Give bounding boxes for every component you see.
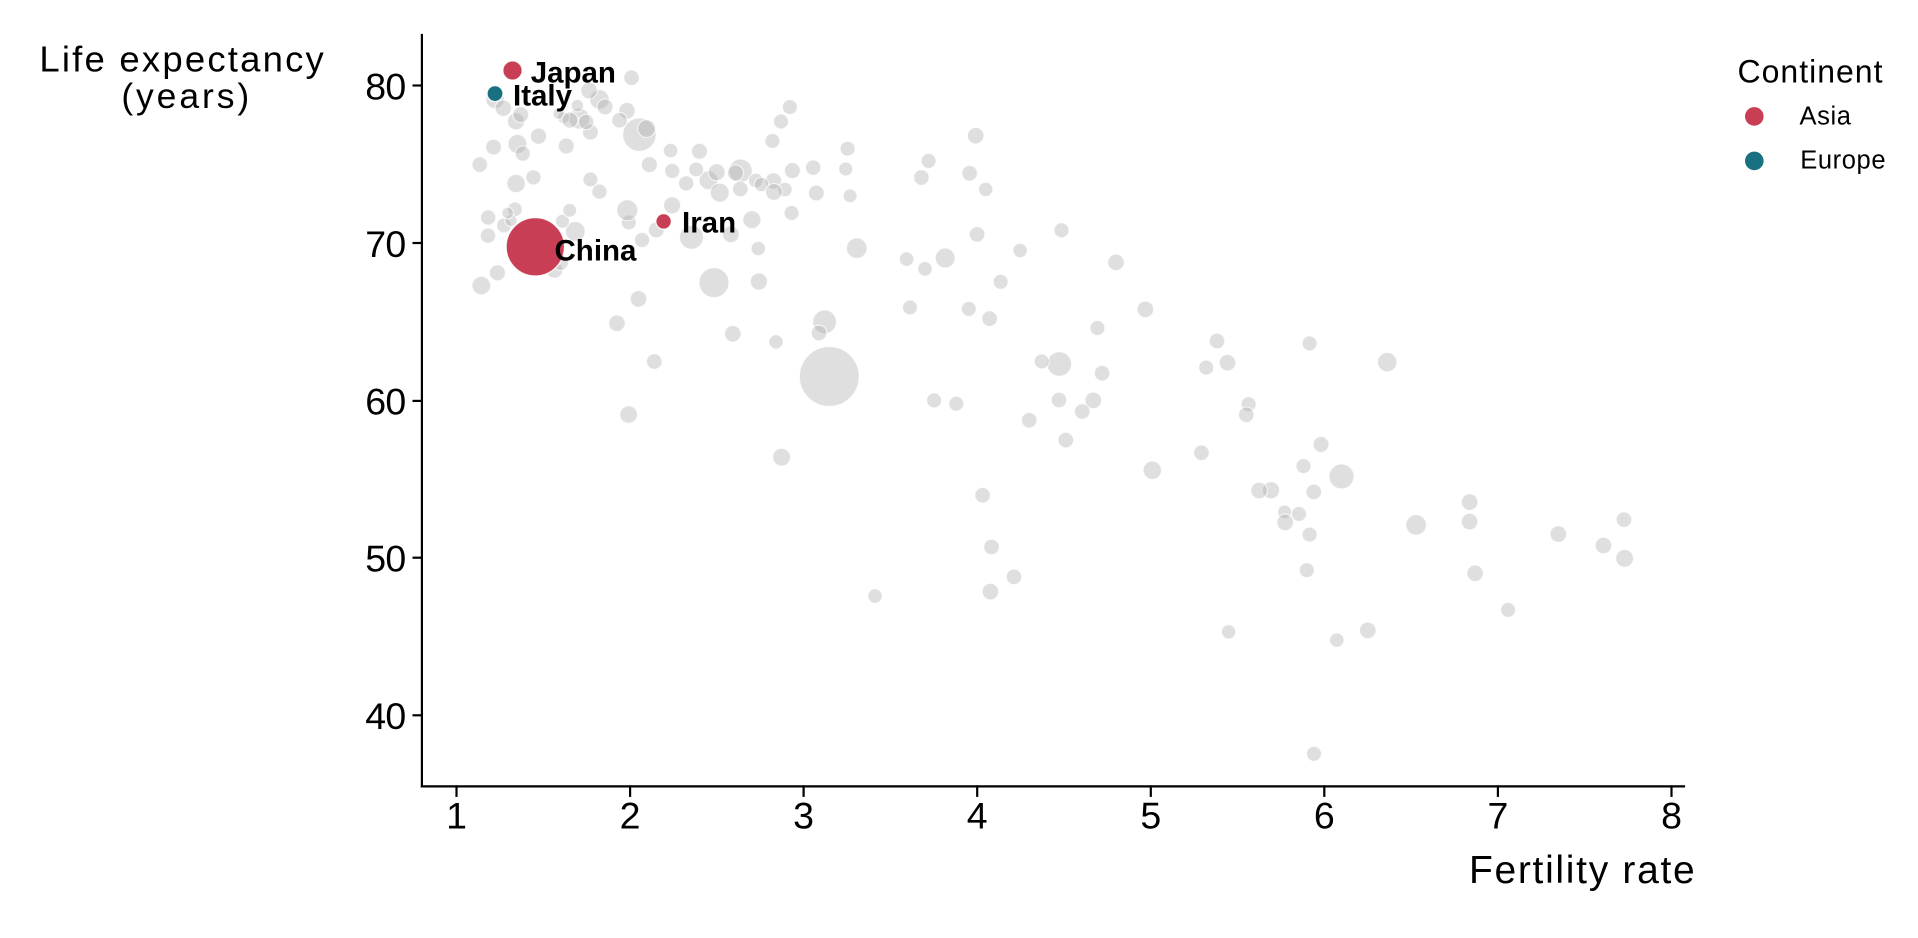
svg-text:80: 80 <box>365 65 405 107</box>
svg-text:Continent: Continent <box>1738 54 1884 90</box>
svg-text:1: 1 <box>446 794 467 836</box>
svg-text:8: 8 <box>1661 794 1682 836</box>
svg-text:Italy: Italy <box>513 80 573 113</box>
svg-text:6: 6 <box>1314 794 1335 836</box>
svg-text:60: 60 <box>365 381 405 423</box>
svg-text:70: 70 <box>365 223 405 265</box>
svg-text:Life expectancy: Life expectancy <box>39 39 326 80</box>
svg-text:2: 2 <box>620 794 641 836</box>
svg-text:China: China <box>555 235 638 268</box>
svg-text:40: 40 <box>365 695 405 737</box>
svg-text:(years): (years) <box>121 76 252 116</box>
svg-text:Fertility rate: Fertility rate <box>1469 849 1697 892</box>
svg-text:Iran: Iran <box>682 207 736 240</box>
svg-text:50: 50 <box>365 538 405 580</box>
svg-text:7: 7 <box>1487 794 1508 836</box>
svg-text:Asia: Asia <box>1800 103 1852 131</box>
svg-text:4: 4 <box>967 794 988 836</box>
svg-text:Japan: Japan <box>531 57 616 90</box>
svg-text:5: 5 <box>1140 794 1161 836</box>
svg-text:Europe: Europe <box>1800 147 1886 175</box>
svg-text:3: 3 <box>793 794 814 836</box>
